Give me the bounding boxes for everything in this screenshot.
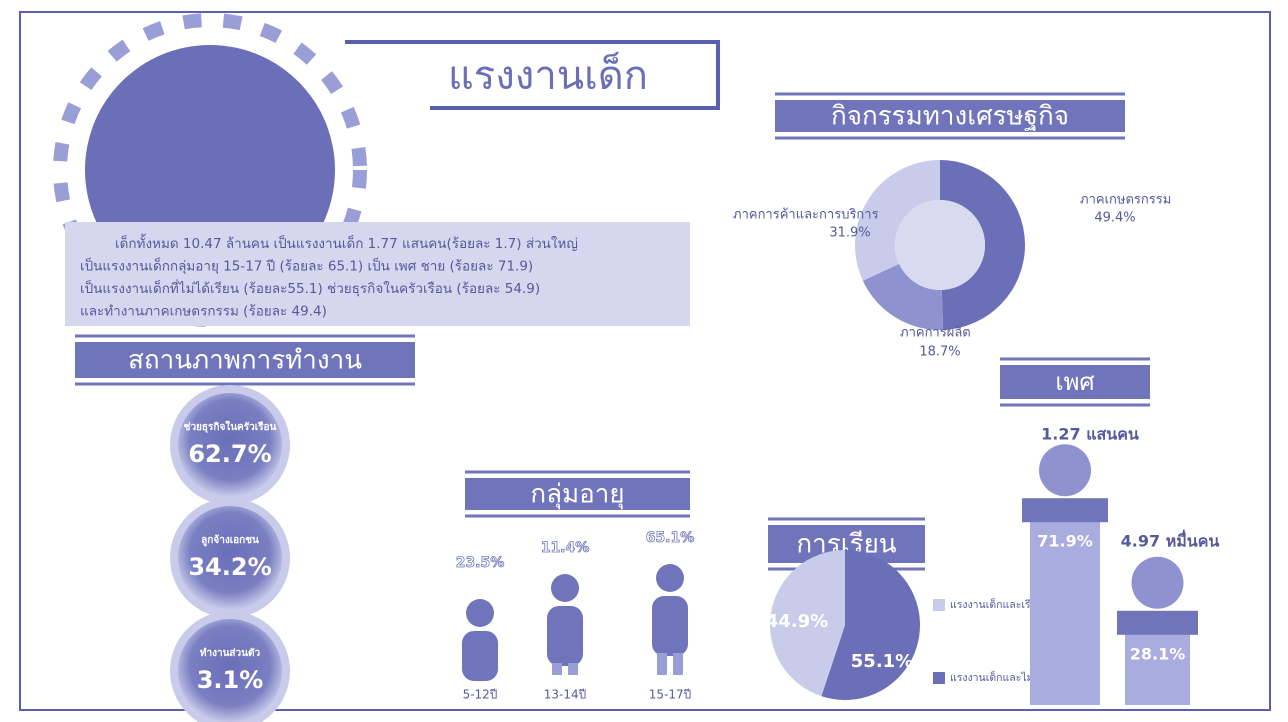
gender-bar [1125, 632, 1190, 705]
donut-category: ภาคการผลิต [900, 326, 971, 341]
person-head [1131, 556, 1184, 609]
legend-swatch [933, 599, 945, 611]
gender-bar [1030, 520, 1100, 705]
person-head [656, 564, 684, 592]
header-title: สถานภาพการทำงาน [128, 346, 362, 376]
gender-value: 28.1% [1130, 644, 1186, 663]
legend-label: แรงงานเด็กและไม่เรียน [950, 670, 1056, 684]
person-head [466, 599, 494, 627]
children-ring [53, 13, 367, 327]
age-label: 5-12ปี [463, 688, 498, 702]
title-frame [345, 40, 720, 110]
header-bar [75, 342, 415, 378]
age-value: 23.5% [456, 555, 505, 571]
age-label: 13-14ปี [544, 688, 587, 702]
donut-value: 31.9% [829, 226, 870, 241]
donut-value: 18.7% [919, 345, 960, 360]
status-circle [178, 393, 282, 497]
person-leg [552, 663, 562, 675]
status-value: 34.2% [188, 553, 271, 581]
person-head [1039, 444, 1091, 497]
header-bar [1000, 365, 1150, 399]
summary-box [65, 222, 690, 326]
header-bar [775, 100, 1125, 132]
age-value: 65.1% [646, 530, 695, 546]
status-circle [178, 619, 282, 722]
person-body [547, 606, 583, 666]
pie-value: 55.1% [851, 651, 913, 672]
gender-count: 4.97 หมื่นคน [1121, 530, 1220, 551]
header-bar [465, 478, 690, 510]
status-label: ลูกจ้างเอกชน [201, 534, 259, 547]
slice [862, 263, 944, 330]
frame [19, 11, 1271, 711]
gender-count: 1.27 แสนคน [1041, 425, 1139, 444]
status-label: ทำงานส่วนตัว [200, 647, 261, 659]
header-title: กิจกรรมทางเศรษฐกิจ [831, 102, 1069, 132]
person-body [1117, 610, 1198, 635]
gender-value: 71.9% [1037, 532, 1093, 551]
summary-line: เป็นแรงงานเด็กที่ไม่ได้เรียน (ร้อยละ55.1… [80, 279, 540, 297]
person-leg [673, 653, 683, 675]
summary-line: เด็กทั้งหมด 10.47 ล้านคน เป็นแรงงานเด็ก … [115, 233, 578, 252]
main-title: แรงงานเด็ก [448, 51, 648, 99]
status-value: 62.7% [188, 440, 271, 468]
age-value: 11.4% [541, 540, 590, 556]
person-leg [657, 653, 667, 675]
slice [821, 550, 921, 700]
donut-center [895, 200, 985, 290]
header-title: กลุ่มอายุ [530, 480, 624, 510]
person-head [551, 574, 579, 602]
status-circle [178, 506, 282, 610]
summary-line: และทำงานภาคเกษตรกรรม (ร้อยละ 49.4) [80, 304, 327, 320]
status-value: 3.1% [197, 666, 264, 694]
slice [770, 550, 845, 697]
age-label: 15-17ปี [649, 688, 692, 702]
person-body [1022, 498, 1108, 523]
status-label: ช่วยธุรกิจในครัวเรือน [184, 420, 277, 433]
person-leg [568, 663, 578, 675]
slice [854, 160, 940, 281]
header-title: เพศ [1055, 368, 1094, 396]
person-body [462, 631, 498, 681]
legend-swatch [933, 672, 945, 684]
summary-line: เป็นแรงงานเด็กกลุ่มอายุ 15-17 ปี (ร้อยละ… [80, 257, 533, 275]
legend-label: แรงงานเด็กและเรียน [950, 597, 1044, 611]
donut-value: 49.4% [1094, 211, 1135, 226]
person-body [652, 596, 688, 656]
slice [940, 160, 1026, 330]
pie-value: 44.9% [766, 611, 828, 632]
donut-category: ภาคเกษตรกรรม [1080, 193, 1171, 208]
donut-category: ภาคการค้าและการบริการ [733, 208, 879, 223]
